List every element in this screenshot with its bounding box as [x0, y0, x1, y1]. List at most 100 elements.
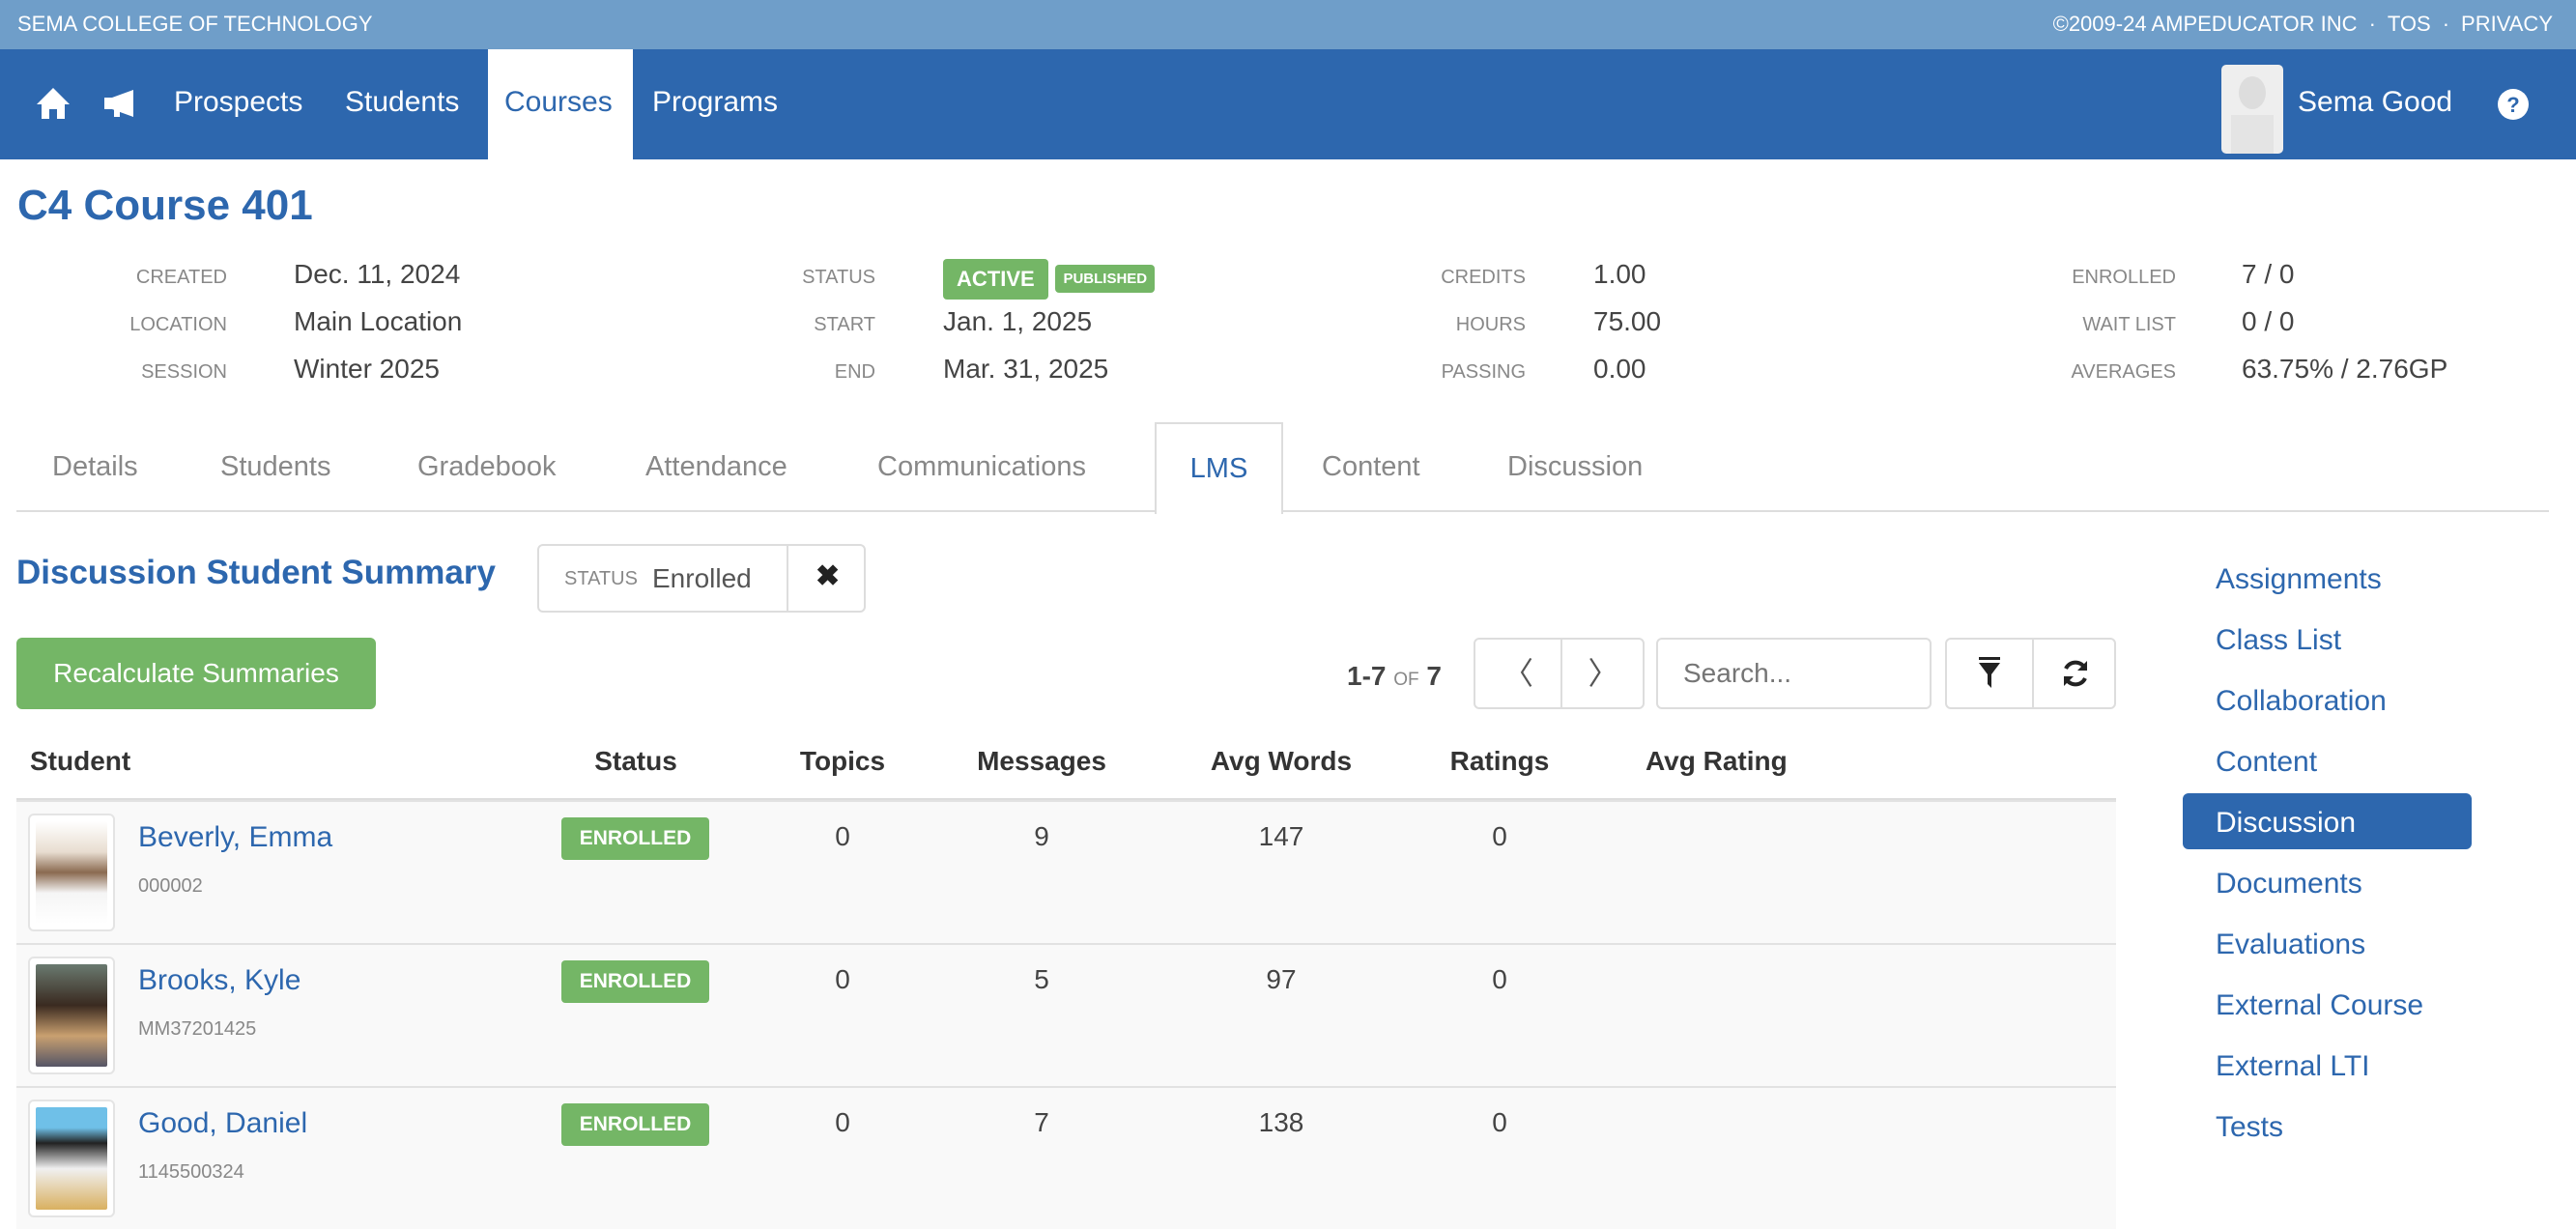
- sidebar-item-documents[interactable]: Documents: [2216, 868, 2362, 900]
- meta-value-wait-list: 0 / 0: [2242, 306, 2295, 336]
- col-topics[interactable]: Topics: [799, 746, 886, 776]
- user-avatar[interactable]: [2221, 65, 2283, 154]
- pager-of: OF: [1393, 670, 1419, 690]
- meta-label-location: LOCATION: [129, 314, 227, 335]
- published-badge: PUBLISHED: [1055, 265, 1156, 293]
- avg-words-cell: 97: [1266, 964, 1297, 994]
- user-name[interactable]: Sema Good: [2298, 86, 2453, 118]
- status-badges: ACTIVE PUBLISHED: [943, 259, 1156, 300]
- tab-content[interactable]: Content: [1322, 451, 1420, 482]
- meta-value-credits: 1.00: [1593, 259, 1646, 289]
- sidebar-item-class-list[interactable]: Class List: [2216, 624, 2342, 656]
- meta-value-start: Jan. 1, 2025: [943, 306, 1093, 336]
- meta-label-credits: CREDITS: [1441, 267, 1526, 288]
- messages-cell: 5: [1034, 964, 1049, 994]
- col-messages[interactable]: Messages: [977, 746, 1106, 776]
- meta-label-wait-list: WAIT LIST: [2082, 314, 2176, 335]
- status-badge: ENROLLED: [561, 960, 709, 1003]
- tab-students[interactable]: Students: [220, 451, 331, 482]
- meta-value-end: Mar. 31, 2025: [943, 354, 1109, 384]
- filter-icon: [1979, 657, 2000, 688]
- tab-gradebook[interactable]: Gradebook: [417, 451, 557, 482]
- meta-label-hours: HOURS: [1455, 314, 1526, 335]
- nav-courses[interactable]: Courses: [504, 86, 613, 118]
- svg-text:?: ?: [2506, 93, 2519, 117]
- meta-label-enrolled: ENROLLED: [2072, 267, 2176, 288]
- avg-words-cell: 138: [1258, 1107, 1304, 1137]
- meta-value-session: Winter 2025: [294, 354, 440, 384]
- help-icon[interactable]: ?: [2497, 88, 2530, 121]
- sidebar-item-collaboration[interactable]: Collaboration: [2216, 685, 2387, 717]
- col-status[interactable]: Status: [594, 746, 677, 776]
- megaphone-icon[interactable]: [100, 88, 139, 119]
- recalculate-summaries-button[interactable]: Recalculate Summaries: [16, 638, 376, 709]
- col-ratings[interactable]: Ratings: [1449, 746, 1550, 776]
- student-id: 000002: [138, 875, 203, 897]
- nav-programs[interactable]: Programs: [652, 86, 779, 118]
- filter-button[interactable]: [1947, 640, 2032, 707]
- sidebar-item-content[interactable]: Content: [2216, 746, 2318, 778]
- avg-words-cell: 147: [1258, 821, 1304, 851]
- tab-details[interactable]: Details: [52, 451, 138, 482]
- sidebar-item-external-lti[interactable]: External LTI: [2216, 1050, 2370, 1082]
- page-title: C4 Course 401: [17, 182, 313, 229]
- next-page-button[interactable]: 〉: [1560, 640, 1645, 707]
- student-photo[interactable]: [28, 957, 115, 1074]
- chevron-right-icon: 〉: [1588, 656, 1619, 691]
- prev-page-button[interactable]: 〈: [1475, 640, 1560, 707]
- student-photo[interactable]: [28, 1100, 115, 1217]
- topics-cell: 0: [835, 964, 850, 994]
- meta-value-passing: 0.00: [1593, 354, 1646, 384]
- meta-value-averages: 63.75% / 2.76GP: [2242, 354, 2448, 384]
- student-name-link[interactable]: Good, Daniel: [138, 1107, 308, 1139]
- student-name-link[interactable]: Brooks, Kyle: [138, 964, 301, 996]
- meta-value-enrolled: 7 / 0: [2242, 259, 2295, 289]
- pager-total: 7: [1426, 661, 1442, 691]
- tab-communications[interactable]: Communications: [877, 451, 1086, 482]
- sidebar-active-bg: [2183, 793, 2472, 849]
- nav-prospects[interactable]: Prospects: [174, 86, 303, 118]
- tab-discussion[interactable]: Discussion: [1507, 451, 1644, 482]
- active-badge: ACTIVE: [943, 259, 1048, 300]
- meta-label-start: START: [814, 314, 875, 335]
- tos-link[interactable]: TOS: [2387, 12, 2431, 36]
- student-id: 1145500324: [138, 1161, 244, 1183]
- ratings-cell: 0: [1492, 964, 1507, 994]
- home-icon[interactable]: [35, 86, 72, 121]
- tab-lms[interactable]: LMS: [1155, 422, 1283, 514]
- sidebar-item-tests[interactable]: Tests: [2216, 1111, 2284, 1143]
- refresh-button[interactable]: [2032, 640, 2116, 707]
- school-name: SEMA COLLEGE OF TECHNOLOGY: [17, 12, 373, 36]
- table-row: Beverly, Emma 000002 ENROLLED 0 9 147 0: [16, 800, 2116, 943]
- chevron-left-icon: 〈: [1502, 656, 1533, 691]
- col-avg-rating[interactable]: Avg Rating: [1646, 746, 1788, 776]
- courses-tab-bg: [488, 49, 633, 159]
- topics-cell: 0: [835, 821, 850, 851]
- col-avg-words[interactable]: Avg Words: [1210, 746, 1353, 776]
- sidebar-item-assignments[interactable]: Assignments: [2216, 563, 2382, 595]
- clear-filter-button[interactable]: ✖: [787, 546, 866, 611]
- ratings-cell: 0: [1492, 821, 1507, 851]
- close-icon: ✖: [816, 560, 841, 592]
- sidebar-item-external-course[interactable]: External Course: [2216, 989, 2424, 1021]
- table-tools: [1945, 638, 2116, 709]
- meta-label-end: END: [834, 361, 875, 383]
- sidebar-item-evaluations[interactable]: Evaluations: [2216, 929, 2366, 960]
- search-input[interactable]: [1656, 638, 1932, 709]
- meta-value-hours: 75.00: [1593, 306, 1662, 336]
- section-title: Discussion Student Summary: [16, 554, 496, 591]
- status-filter-chip: STATUS Enrolled ✖: [537, 544, 866, 613]
- meta-label-created: CREATED: [135, 267, 227, 288]
- table-row: Brooks, Kyle MM37201425 ENROLLED 0 5 97 …: [16, 943, 2116, 1086]
- pager-text: 1-7 OF 7: [1347, 661, 1442, 692]
- student-photo[interactable]: [28, 814, 115, 931]
- nav-students[interactable]: Students: [345, 86, 460, 118]
- privacy-link[interactable]: PRIVACY: [2461, 12, 2553, 36]
- topics-cell: 0: [835, 1107, 850, 1137]
- col-student[interactable]: Student: [30, 746, 131, 776]
- meta-value-location: Main Location: [294, 306, 463, 336]
- tab-attendance[interactable]: Attendance: [645, 451, 787, 482]
- sidebar-item-discussion[interactable]: Discussion: [2216, 807, 2357, 839]
- student-name-link[interactable]: Beverly, Emma: [138, 821, 333, 853]
- filter-value: Enrolled: [652, 563, 752, 593]
